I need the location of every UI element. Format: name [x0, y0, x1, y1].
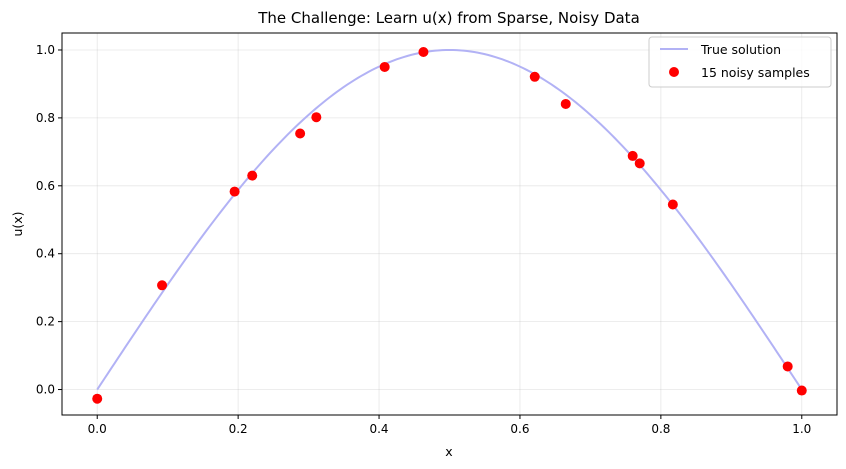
y-axis-label: u(x) — [10, 211, 25, 236]
x-tick-label: 0.6 — [510, 422, 529, 436]
y-tick-label: 0.8 — [36, 111, 55, 125]
sample-point — [782, 361, 793, 372]
legend: True solution 15 noisy samples — [648, 36, 832, 88]
sample-point — [311, 112, 322, 123]
legend-marker-swatch — [669, 67, 679, 77]
plot-frame — [61, 32, 838, 416]
x-tick-label: 0.2 — [229, 422, 248, 436]
chart-title: The Challenge: Learn u(x) from Sparse, N… — [257, 9, 640, 27]
sample-point — [247, 170, 258, 181]
sample-point — [529, 71, 540, 82]
grid — [62, 33, 837, 415]
legend-label-noisy-samples: 15 noisy samples — [701, 65, 810, 80]
y-tick-label: 0.2 — [36, 315, 55, 329]
x-ticks: 0.0 0.2 0.4 0.6 0.8 1.0 — [88, 415, 811, 436]
legend-label-true-solution: True solution — [700, 42, 781, 57]
y-tick-label: 0.6 — [36, 179, 55, 193]
sample-point — [157, 280, 168, 291]
y-tick-label: 1.0 — [36, 43, 55, 57]
sample-point — [92, 393, 103, 404]
sample-point — [634, 158, 645, 169]
x-tick-label: 0.8 — [651, 422, 670, 436]
sample-point — [418, 47, 429, 58]
y-ticks: 0.0 0.2 0.4 0.6 0.8 1.0 — [36, 43, 62, 397]
sample-point — [667, 199, 678, 210]
sample-point — [796, 385, 807, 396]
y-tick-label: 0.4 — [36, 247, 55, 261]
sample-point — [379, 61, 390, 72]
sample-point — [295, 128, 306, 139]
legend-box — [648, 36, 832, 88]
sample-point — [229, 186, 240, 197]
scatter-layer — [92, 47, 807, 404]
sample-point — [560, 98, 571, 109]
curve-layer — [96, 48, 803, 391]
true-solution-curve — [96, 48, 803, 391]
x-tick-label: 1.0 — [792, 422, 811, 436]
x-tick-label: 0.0 — [88, 422, 107, 436]
x-axis-label: x — [445, 444, 452, 459]
y-tick-label: 0.0 — [36, 383, 55, 397]
sample-point — [627, 150, 638, 161]
x-tick-label: 0.4 — [369, 422, 388, 436]
